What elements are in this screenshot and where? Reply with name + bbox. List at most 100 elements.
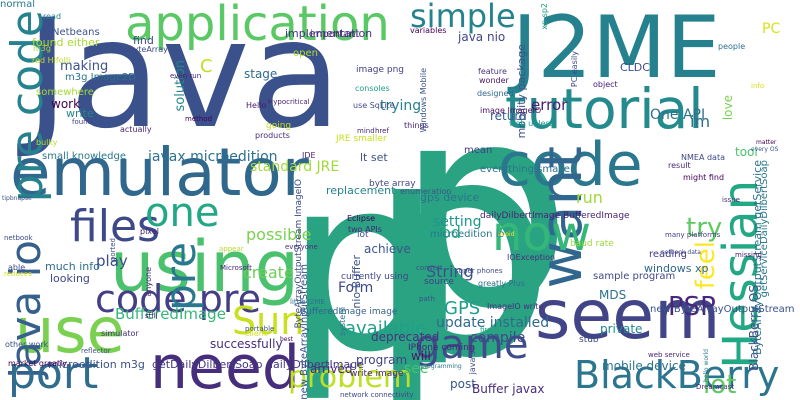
word-variables-122: variables <box>410 26 447 35</box>
word-ide-133: IDE <box>302 151 316 160</box>
word-windows-xp-79: windows xp <box>644 262 709 275</box>
word-compile-89: compile <box>470 330 526 346</box>
word-standard-jre-45: standard JRE <box>250 159 340 175</box>
word-method-127: method <box>185 115 213 123</box>
word-problem-24: problem <box>288 360 413 395</box>
word-imageio-write-112: ImageIO write <box>487 302 544 311</box>
word-iphone-coming-113: IPhone coming <box>408 343 475 353</box>
word-ported-157: ported <box>109 238 117 262</box>
word-found-70: found <box>72 118 93 126</box>
word-network-connectivity-182: network connectivity <box>340 391 414 399</box>
word-bulky-151: bulky <box>36 138 58 147</box>
word-update-installed-85: update installed <box>436 315 550 331</box>
word-blackberry-16: BlackBerry <box>574 353 780 397</box>
word-much-info-120: much info <box>45 260 100 273</box>
word-little-j2me-176: little J2ME <box>290 298 325 306</box>
word-other-work-186: other work <box>5 340 49 349</box>
word-bufferedimage-40: BufferedImage <box>115 305 226 323</box>
word-windows-mobile-148: Windows Mobile <box>419 68 428 133</box>
word-microedition-m3g-101: microedition m3g <box>48 358 145 371</box>
word-reduces-155: reduces <box>4 270 32 278</box>
word-code-6: code <box>498 130 643 200</box>
word-application-13: application <box>125 0 390 52</box>
word-using-8: using <box>110 226 300 308</box>
word-error-52: error <box>531 96 568 114</box>
word-java-1: Java <box>25 0 342 162</box>
word-write-image-109: write image <box>350 369 404 379</box>
word-dreamcast-185: Dreamcast <box>696 383 735 391</box>
word-love-53: love <box>721 95 735 121</box>
word-things-136: things <box>404 121 429 130</box>
word-hello-126: Hello <box>246 101 267 110</box>
word-will-86: will <box>411 349 431 363</box>
word-href-131: href <box>375 127 389 135</box>
word-bufferedimage-image-118: BufferedImage image <box>300 307 398 317</box>
word-eclipse-161: Eclipse <box>347 214 376 223</box>
word-solution-48: solution <box>173 60 188 112</box>
word-j2me-3: J2ME <box>512 0 721 98</box>
word-best-179: best <box>280 336 293 343</box>
word-getservicedailydilbertsoap-97: getServiceDailyDilbertSoap <box>759 160 770 298</box>
word-enumeration-108: enumeration <box>400 187 452 196</box>
word-buffer-javax-93: Buffer javax <box>472 382 545 396</box>
word-seem-11: seem <box>535 276 721 355</box>
word-find-56: find <box>133 34 154 47</box>
word-info-144: info <box>751 82 765 90</box>
word-source-167: source <box>424 277 454 287</box>
word-going-128: going <box>266 121 292 131</box>
word-mean-74: mean <box>464 145 493 156</box>
word-super-phones-163: super phones <box>455 267 503 275</box>
word-setting-76: setting <box>433 214 482 230</box>
word-image-png-111: image png <box>356 65 405 75</box>
word-use-9: use <box>15 294 125 367</box>
word-netbeans-64: Netbeans <box>52 27 100 38</box>
word-new-bytearrayinputstream-104: new ByteArrayInputStream <box>299 264 310 400</box>
word-pre-27: pre <box>156 242 205 311</box>
word-baud-rate-169: baud rate <box>570 239 614 249</box>
word-everyone-156: everyone <box>285 243 318 251</box>
word-write-69: write <box>66 107 94 120</box>
word-deprecated-84: deprecated <box>371 330 440 344</box>
word-java-nio-61: java nio <box>458 30 506 44</box>
word-available-37: available <box>345 318 427 339</box>
word-pc-42: PC <box>762 21 781 37</box>
word-cldc-62: CLDC <box>620 61 650 74</box>
word-reflector-187: reflector <box>81 347 111 355</box>
word-netbook-data-194: netbook data <box>661 249 701 256</box>
word-tobytearray-152: toByteArray <box>120 45 168 54</box>
word-issue-189: issue <box>722 196 740 204</box>
word-pc-easily-147: PC easily <box>570 51 579 88</box>
word-create-39: create <box>243 263 294 282</box>
word-object-145: object <box>593 80 618 89</box>
word-open-58: open <box>293 48 318 59</box>
word-m3g-image2d-66: m3g Image2D <box>65 72 137 83</box>
word-program-83: program <box>356 353 408 367</box>
word-fire-170: fire <box>480 326 492 334</box>
word-designed-138: designed <box>477 89 514 98</box>
word-trying-50: trying <box>380 98 422 114</box>
word-small-knowledge-68: small knowledge <box>42 151 127 162</box>
word-found-either-65: found either <box>32 36 100 49</box>
word-implementation-60: implementation <box>285 27 373 40</box>
word-try-28: try <box>686 213 723 243</box>
word-pixel-158: pixel <box>140 227 159 236</box>
word-p-2: p <box>395 45 573 371</box>
word-return-51: return <box>490 109 527 123</box>
word-new-bytearrayoutputstream-98: new ByteArrayOutputStream <box>650 304 795 315</box>
word-convert-166: convert <box>416 264 443 272</box>
word-mds-87: MDS <box>599 288 627 302</box>
word-missing-168: missing <box>735 251 762 259</box>
word-dailydilbertimage-bufferedimage-99: dailyDilbertImage BufferedImage <box>480 211 630 221</box>
word-making-47: making <box>60 59 109 74</box>
word-sample-program-116: sample program <box>593 271 676 282</box>
word-appear-160: appear <box>219 245 244 253</box>
word-see-90: see <box>404 361 429 377</box>
word-lot-191: lot <box>357 230 369 240</box>
word-might-find-142: might find <box>683 173 725 182</box>
word-every-os-143: every OS <box>751 146 779 153</box>
word-web-service-184: web service <box>648 351 690 359</box>
word-avoid-180: avoid <box>498 231 515 238</box>
word-result-141: result <box>668 161 691 170</box>
word-red-hifolli-150: red Hifolli <box>32 56 71 65</box>
